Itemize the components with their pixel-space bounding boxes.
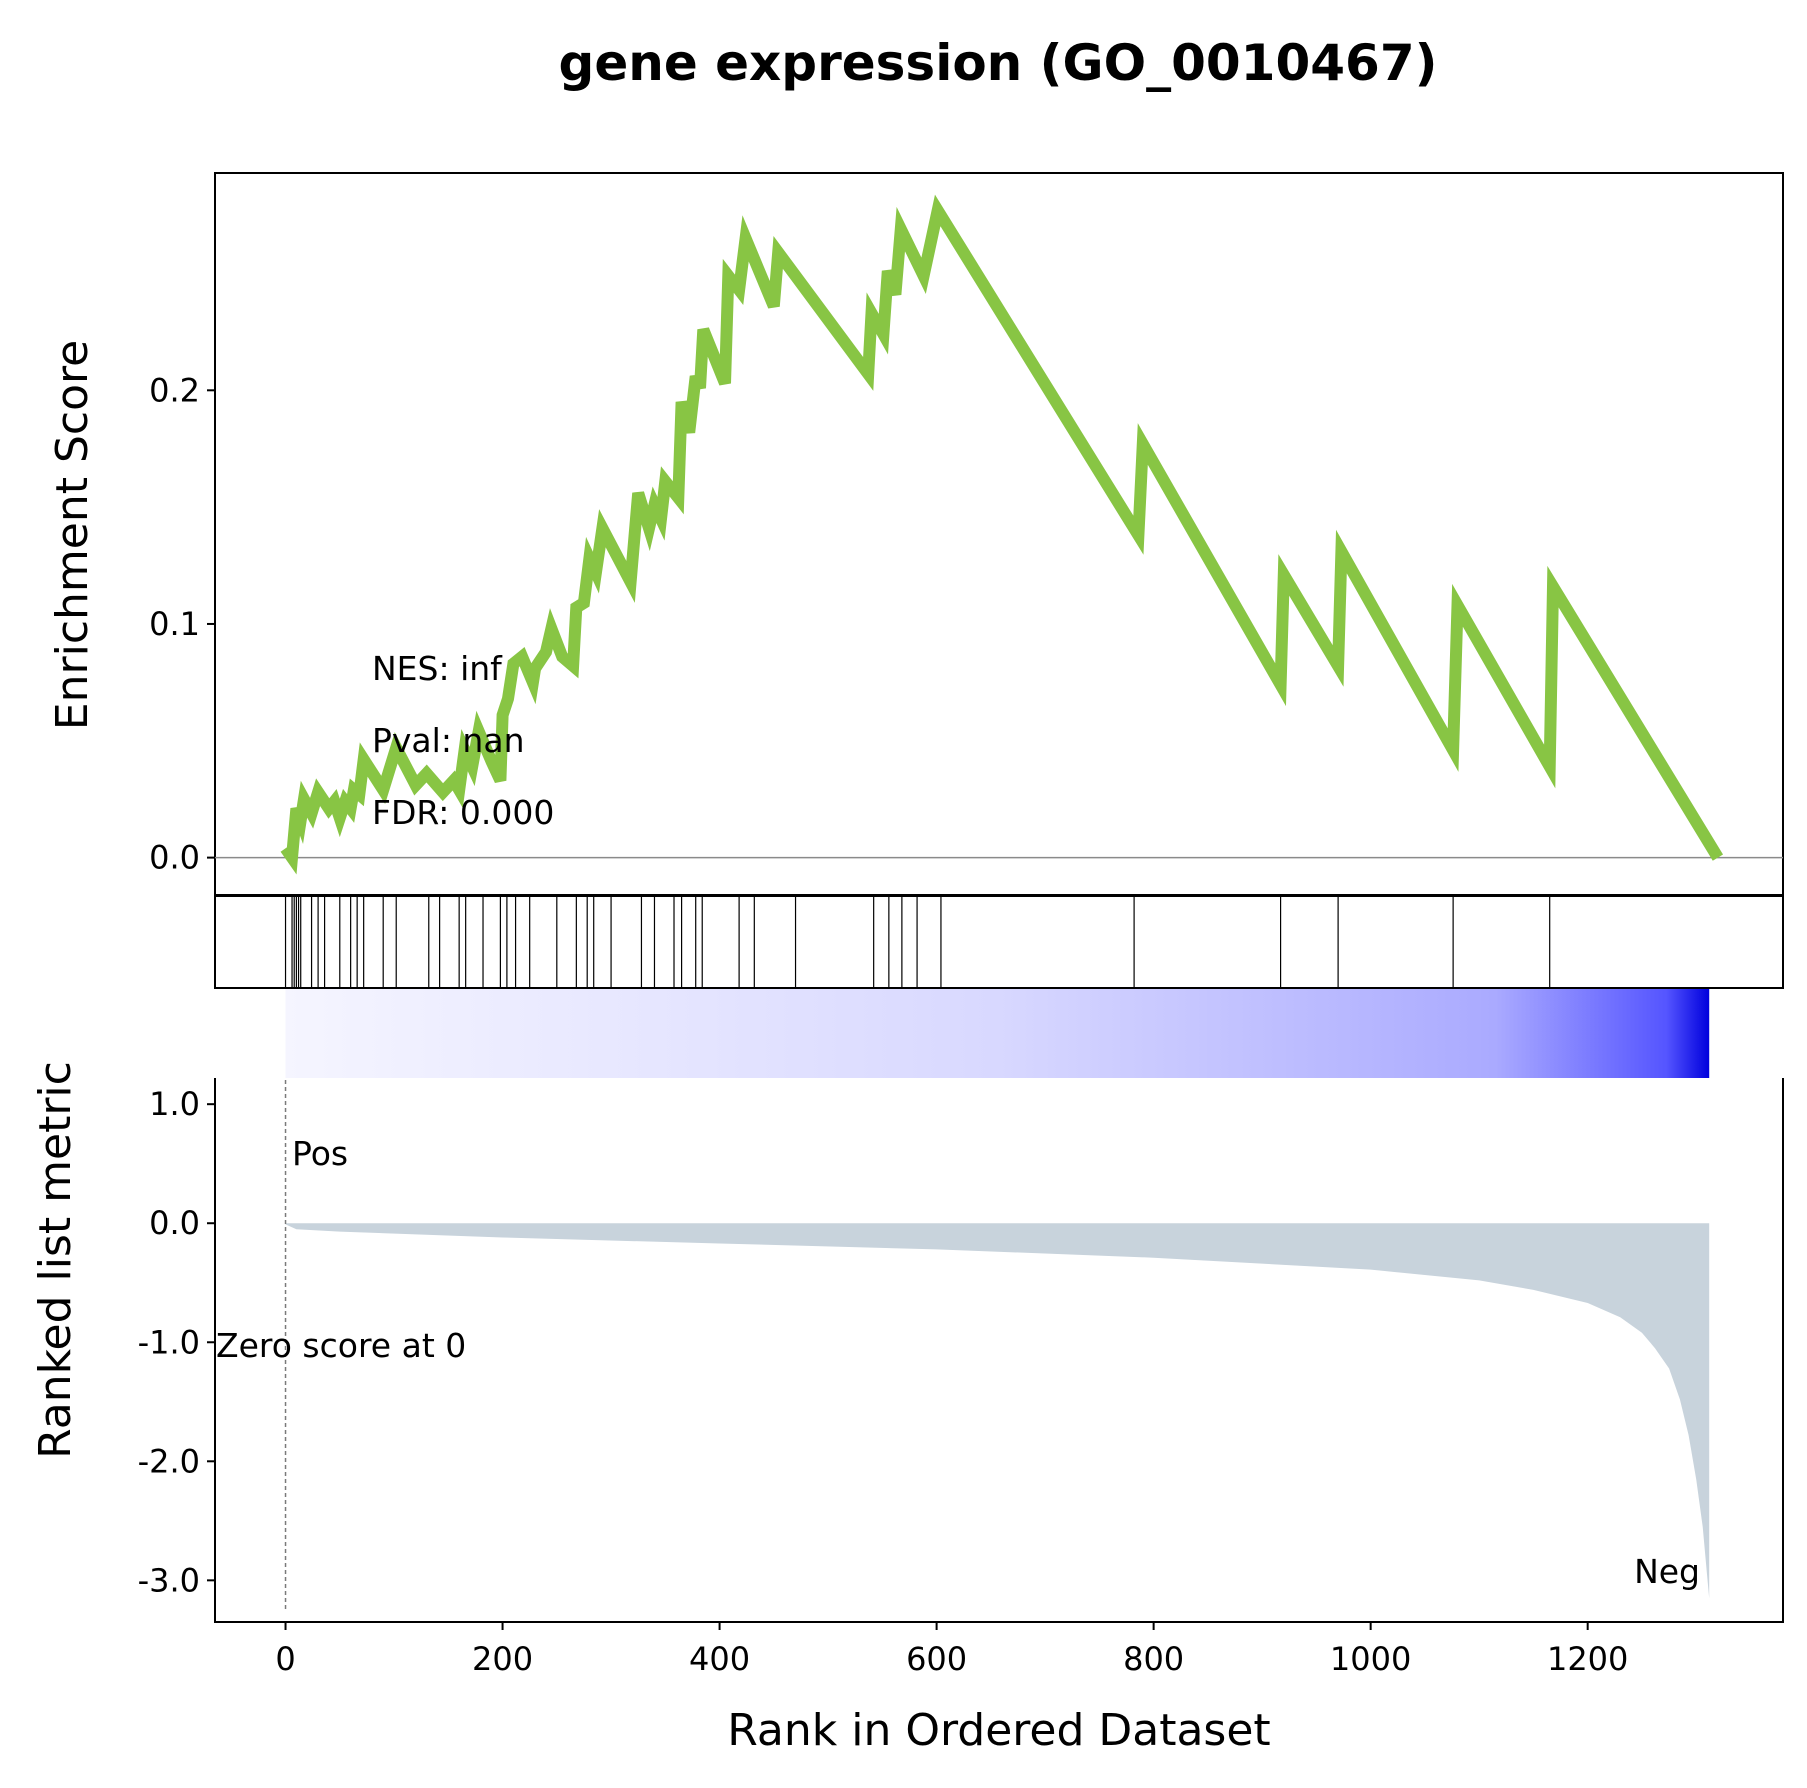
metric-y-tick-label: -2.0	[138, 1442, 200, 1480]
x-tick-label: 800	[1123, 1640, 1184, 1678]
hits-panel-frame	[214, 895, 1784, 989]
gene-hit-marks	[284, 896, 1551, 988]
es-y-tick-label: 0.2	[149, 371, 200, 409]
x-axis-label: Rank in Ordered Dataset	[727, 1705, 1270, 1756]
metric-y-tick-label: -3.0	[138, 1561, 200, 1599]
running-enrichment-score-line	[280, 194, 1724, 875]
pos-label: Pos	[292, 1134, 348, 1173]
x-tick-label: 400	[689, 1640, 750, 1678]
x-tick-label: 1200	[1547, 1640, 1628, 1678]
metric-y-tick-label: 1.0	[149, 1085, 200, 1123]
metric-panel: Pos Neg Zero score at 0 1.0 0.0 -1.0 -2.0 -3…	[138, 989, 1784, 1623]
metric-panel-frame	[214, 1078, 1784, 1623]
es-y-tick-label: 0.0	[149, 839, 200, 877]
x-tick-label: 1000	[1330, 1640, 1411, 1678]
es-y-tick-label: 0.1	[149, 605, 200, 643]
metric-y-axis-label: Ranked list metric	[30, 1061, 81, 1459]
x-tick-label: 200	[472, 1640, 533, 1678]
zero-score-annotation: Zero score at 0	[216, 1326, 466, 1365]
x-axis-ticks: 0 200 400 600 800 1000 1200	[275, 1622, 1628, 1678]
fdr-stat: FDR: 0.000	[372, 793, 554, 832]
metric-y-tick-label: -1.0	[138, 1323, 200, 1361]
metric-y-tick-label: 0.0	[149, 1204, 200, 1242]
es-y-ticks: 0.0 0.1 0.2	[149, 371, 215, 877]
hits-panel	[214, 895, 1784, 989]
es-panel: 0.0 0.1 0.2 NES: inf Pval: nan FDR: 0.000	[149, 172, 1784, 896]
pval-stat: Pval: nan	[372, 721, 524, 760]
chart-title: gene expression (GO_0010467)	[559, 34, 1438, 92]
nes-stat: NES: inf	[372, 649, 503, 688]
es-y-axis-label: Enrichment Score	[47, 340, 98, 730]
x-tick-label: 600	[906, 1640, 967, 1678]
metric-y-ticks: 1.0 0.0 -1.0 -2.0 -3.0	[138, 1085, 215, 1599]
ranked-metric-area	[285, 1223, 1710, 1599]
neg-label: Neg	[1634, 1552, 1700, 1591]
ranking-heatmap-bar	[285, 989, 1710, 1078]
x-tick-label: 0	[275, 1640, 295, 1678]
